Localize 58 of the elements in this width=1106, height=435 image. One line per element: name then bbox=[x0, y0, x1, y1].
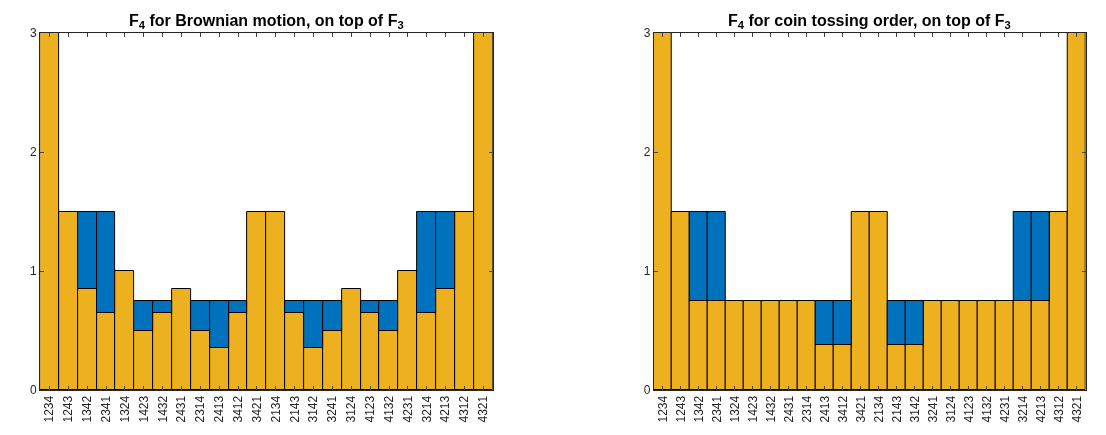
x-tick-label: 1423 bbox=[136, 395, 151, 423]
x-tick-label: 2431 bbox=[174, 395, 189, 423]
x-tick-label: 2314 bbox=[799, 395, 814, 423]
x-tick-label: 1423 bbox=[745, 395, 760, 423]
x-tick-label: 4213 bbox=[438, 395, 453, 423]
x-tick-label: 4312 bbox=[1051, 395, 1066, 423]
x-tick-label: 2143 bbox=[889, 395, 904, 423]
x-tick-label: 3241 bbox=[925, 395, 940, 423]
x-tick-label: 3421 bbox=[853, 395, 868, 423]
x-tick-label: 3241 bbox=[325, 395, 340, 423]
x-tick-label: 1342 bbox=[691, 395, 706, 423]
chart-title: F$_{4}$ for coin tossing order, on top of F$_{3}$ bbox=[728, 12, 1011, 32]
x-tick-label: 3421 bbox=[249, 395, 264, 423]
x-tick-label: 4231 bbox=[400, 395, 415, 423]
x-tick-label: 1432 bbox=[155, 395, 170, 423]
y-tick-label: 1 bbox=[643, 264, 651, 279]
x-tick-label: 3142 bbox=[907, 395, 922, 423]
x-tick-label: 2134 bbox=[871, 395, 886, 423]
y-tick-label: 0 bbox=[643, 383, 651, 398]
x-tick-label: 3214 bbox=[419, 395, 434, 423]
x-tick-label: 4321 bbox=[1069, 395, 1084, 423]
y-tick-label: 0 bbox=[30, 383, 38, 398]
x-tick-label: 4123 bbox=[961, 395, 976, 423]
x-tick-label: 2341 bbox=[709, 395, 724, 423]
y-tick-label: 2 bbox=[30, 145, 38, 160]
x-tick-label: 1234 bbox=[42, 395, 57, 423]
x-tick-label: 2314 bbox=[193, 395, 208, 423]
x-tick-label: 1243 bbox=[673, 395, 688, 423]
chart-title: F$_{4}$ for Brownian motion, on top of F$_{3}$ bbox=[129, 12, 404, 32]
x-tick-label: 2134 bbox=[268, 395, 283, 423]
x-tick-label: 2143 bbox=[287, 395, 302, 423]
y-tick-label: 3 bbox=[643, 26, 651, 41]
y-tick-label: 2 bbox=[643, 145, 651, 160]
x-tick-label: 3412 bbox=[835, 395, 850, 423]
x-tick-label: 3124 bbox=[344, 395, 359, 423]
x-tick-label: 3142 bbox=[306, 395, 321, 423]
x-tick-label: 4312 bbox=[457, 395, 472, 423]
x-tick-label: 1234 bbox=[655, 395, 670, 423]
x-tick-label: 2341 bbox=[99, 395, 114, 423]
x-tick-label: 3214 bbox=[1015, 395, 1030, 423]
x-tick-label: 3412 bbox=[231, 395, 246, 423]
x-tick-label: 4231 bbox=[997, 395, 1012, 423]
x-tick-label: 2413 bbox=[212, 395, 227, 423]
x-tick-label: 4132 bbox=[381, 395, 396, 423]
x-tick-label: 2431 bbox=[781, 395, 796, 423]
x-tick-label: 4321 bbox=[476, 395, 491, 423]
x-tick-label: 1243 bbox=[61, 395, 76, 423]
x-tick-label: 1324 bbox=[727, 395, 742, 423]
x-tick-label: 3124 bbox=[943, 395, 958, 423]
x-tick-label: 1324 bbox=[117, 395, 132, 423]
x-tick-label: 4213 bbox=[1033, 395, 1048, 423]
x-tick-label: 1432 bbox=[763, 395, 778, 423]
x-tick-label: 2413 bbox=[817, 395, 832, 423]
x-tick-label: 1342 bbox=[80, 395, 95, 423]
y-tick-label: 3 bbox=[30, 26, 38, 41]
y-tick-label: 1 bbox=[30, 264, 38, 279]
x-tick-label: 4123 bbox=[363, 395, 378, 423]
x-tick-label: 4132 bbox=[979, 395, 994, 423]
